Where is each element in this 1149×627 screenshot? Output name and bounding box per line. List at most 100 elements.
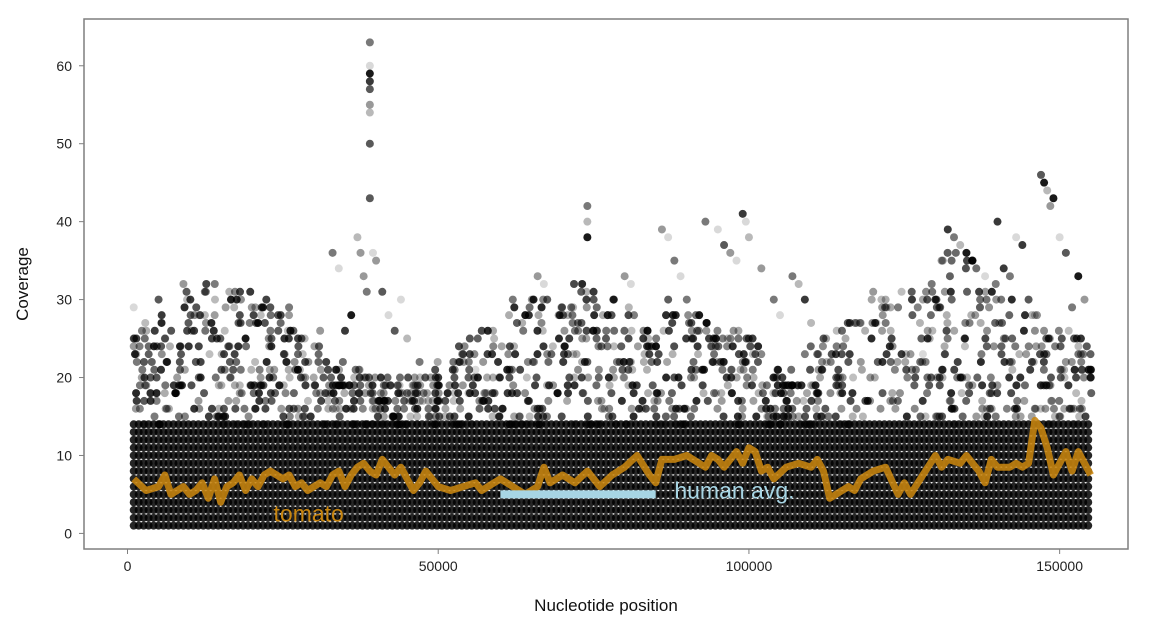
coverage-point bbox=[665, 396, 674, 405]
coverage-point bbox=[479, 357, 488, 366]
coverage-point bbox=[365, 38, 374, 47]
coverage-point bbox=[314, 342, 323, 351]
coverage-point bbox=[1064, 326, 1073, 335]
coverage-point bbox=[299, 373, 308, 382]
coverage-point bbox=[812, 404, 821, 413]
coverage-point bbox=[276, 311, 285, 320]
coverage-point bbox=[386, 381, 395, 390]
coverage-point bbox=[876, 404, 885, 413]
coverage-point bbox=[538, 404, 547, 413]
coverage-point bbox=[972, 264, 981, 273]
coverage-point bbox=[1072, 389, 1081, 398]
coverage-point bbox=[285, 373, 294, 382]
coverage-point bbox=[495, 412, 504, 421]
coverage-point bbox=[592, 334, 601, 343]
coverage-point bbox=[713, 326, 722, 335]
coverage-point bbox=[403, 389, 412, 398]
coverage-point bbox=[449, 357, 458, 366]
coverage-point bbox=[653, 396, 662, 405]
coverage-point bbox=[1057, 334, 1066, 343]
coverage-point bbox=[509, 381, 518, 390]
coverage-point bbox=[225, 373, 234, 382]
coverage-point bbox=[471, 365, 480, 374]
coverage-point bbox=[968, 256, 977, 265]
coverage-point bbox=[267, 396, 276, 405]
coverage-point bbox=[704, 334, 713, 343]
coverage-point bbox=[285, 303, 294, 312]
coverage-point bbox=[497, 342, 506, 351]
coverage-point bbox=[652, 412, 661, 421]
coverage-point bbox=[1040, 326, 1049, 335]
coverage-point bbox=[177, 381, 186, 390]
y-tick-label: 10 bbox=[56, 447, 72, 463]
coverage-point bbox=[695, 311, 704, 320]
coverage-point bbox=[734, 326, 743, 335]
coverage-point bbox=[893, 396, 902, 405]
coverage-point bbox=[620, 326, 629, 335]
coverage-point bbox=[301, 381, 310, 390]
coverage-point bbox=[441, 404, 450, 413]
coverage-point bbox=[379, 381, 388, 390]
coverage-point bbox=[778, 373, 787, 382]
coverage-point bbox=[797, 381, 806, 390]
coverage-point bbox=[1055, 233, 1064, 242]
coverage-point bbox=[1087, 389, 1096, 398]
coverage-point bbox=[129, 342, 138, 351]
coverage-point bbox=[681, 404, 690, 413]
coverage-point bbox=[135, 404, 144, 413]
coverage-point bbox=[609, 365, 618, 374]
coverage-point bbox=[632, 381, 641, 390]
coverage-point bbox=[824, 412, 833, 421]
coverage-point bbox=[594, 373, 603, 382]
coverage-point bbox=[335, 396, 344, 405]
coverage-point bbox=[434, 381, 443, 390]
coverage-point bbox=[171, 389, 180, 398]
coverage-point bbox=[882, 350, 891, 359]
coverage-point bbox=[249, 311, 258, 320]
coverage-point bbox=[510, 412, 519, 421]
coverage-point bbox=[475, 404, 484, 413]
coverage-point bbox=[1046, 202, 1055, 211]
coverage-point bbox=[718, 334, 727, 343]
coverage-point bbox=[597, 396, 606, 405]
coverage-point bbox=[644, 389, 653, 398]
coverage-point bbox=[701, 217, 710, 226]
coverage-point bbox=[435, 412, 444, 421]
coverage-point bbox=[1005, 373, 1014, 382]
coverage-point bbox=[505, 373, 514, 382]
coverage-point bbox=[301, 373, 310, 382]
coverage-point bbox=[831, 350, 840, 359]
coverage-point bbox=[592, 326, 601, 335]
coverage-point bbox=[620, 373, 629, 382]
coverage-point bbox=[706, 342, 715, 351]
coverage-point bbox=[563, 396, 572, 405]
coverage-point bbox=[727, 373, 736, 382]
coverage-point bbox=[787, 365, 796, 374]
coverage-point bbox=[175, 342, 184, 351]
coverage-point bbox=[450, 412, 459, 421]
coverage-point bbox=[723, 381, 732, 390]
coverage-point bbox=[963, 287, 972, 296]
coverage-point bbox=[298, 350, 307, 359]
coverage-point bbox=[349, 396, 358, 405]
coverage-point bbox=[624, 303, 633, 312]
coverage-point bbox=[707, 342, 716, 351]
coverage-point bbox=[1084, 482, 1093, 491]
coverage-point bbox=[335, 404, 344, 413]
coverage-point bbox=[328, 404, 337, 413]
coverage-point bbox=[365, 61, 374, 70]
coverage-point bbox=[886, 326, 895, 335]
coverage-point bbox=[1081, 412, 1090, 421]
coverage-point bbox=[744, 233, 753, 242]
coverage-point bbox=[888, 389, 897, 398]
coverage-point bbox=[602, 326, 611, 335]
coverage-point bbox=[1020, 381, 1029, 390]
coverage-point bbox=[265, 365, 274, 374]
coverage-point bbox=[818, 342, 827, 351]
coverage-point bbox=[334, 264, 343, 273]
coverage-point bbox=[733, 412, 742, 421]
coverage-point bbox=[477, 326, 486, 335]
coverage-point bbox=[211, 373, 220, 382]
coverage-point bbox=[354, 365, 363, 374]
coverage-point bbox=[270, 365, 279, 374]
